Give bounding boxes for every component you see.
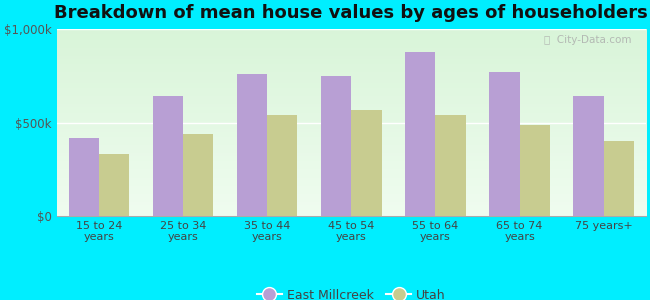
Bar	[267, 115, 298, 216]
Bar	[153, 97, 183, 216]
Bar	[573, 97, 604, 216]
Bar	[237, 74, 267, 216]
Title: Breakdown of mean house values by ages of householders: Breakdown of mean house values by ages o…	[55, 4, 648, 22]
Bar	[489, 72, 519, 216]
Bar	[68, 138, 99, 216]
Bar	[519, 124, 550, 216]
Bar	[321, 76, 351, 216]
Bar	[183, 134, 213, 216]
Bar	[351, 110, 382, 216]
Bar	[436, 115, 466, 216]
Text: ⓘ  City-Data.com: ⓘ City-Data.com	[543, 35, 631, 45]
Legend: East Millcreek, Utah: East Millcreek, Utah	[252, 284, 451, 300]
Bar	[99, 154, 129, 216]
Bar	[604, 141, 634, 216]
Bar	[405, 52, 436, 216]
